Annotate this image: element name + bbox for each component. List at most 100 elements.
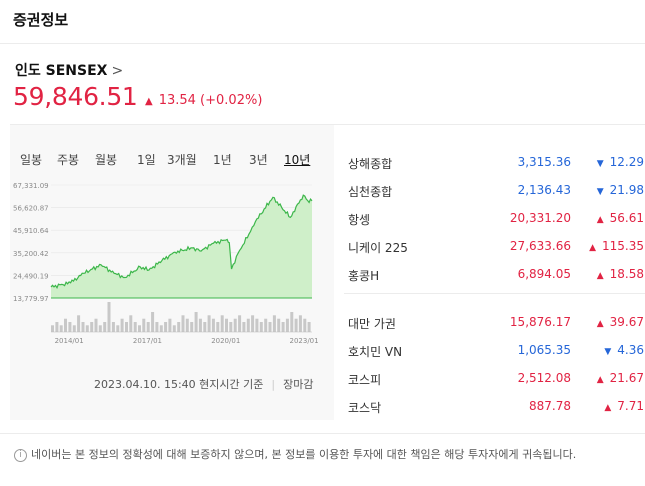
chart-area — [51, 195, 312, 298]
up-arrow-icon: ▲ — [596, 271, 604, 281]
market-name: 코스피 — [348, 373, 382, 387]
y-tick-label: 24,490.19 — [13, 272, 49, 280]
market-change-value: 21.98 — [609, 183, 644, 197]
timestamp-row: 2023.04.10. 15:40 현지시간 기준 | 장마감 — [94, 376, 313, 392]
index-name-link[interactable]: 인도 SENSEX > — [15, 60, 123, 80]
volume-bar — [190, 322, 194, 332]
volume-bar — [172, 325, 176, 332]
separator: | — [271, 378, 276, 391]
tab-10year[interactable]: 10년 — [284, 153, 311, 167]
index-change: ▲ 13.54 (+0.02%) — [145, 93, 262, 108]
volume-bar — [98, 325, 102, 332]
volume-bar — [159, 325, 163, 332]
header: 증권정보 — [0, 0, 645, 44]
volume-bar — [59, 325, 63, 332]
tab-weekly[interactable]: 주봉 — [57, 153, 80, 167]
volume-bar — [185, 318, 189, 332]
volume-bar — [298, 315, 302, 332]
market-change-value: 115.35 — [602, 239, 644, 253]
volume-bar — [294, 318, 298, 332]
volume-bar — [168, 318, 172, 332]
volume-bar — [242, 322, 246, 332]
chevron-right-icon: > — [111, 63, 124, 79]
index-change-value: 13.54 (+0.02%) — [158, 93, 263, 108]
market-change-value: 39.67 — [609, 315, 644, 329]
market-name: 코스닥 — [348, 401, 382, 415]
index-chart: 67,331.09 56,620.87 45,910.64 35,200.42 24,4… — [13, 182, 319, 345]
y-tick-label: 13,779.97 — [13, 295, 49, 303]
market-name: 상해종합 — [348, 157, 393, 171]
disclaimer: i 네이버는 본 정보의 정확성에 대해 보증하지 않으며, 본 정보를 이용한 … — [14, 447, 639, 463]
x-tick-label: 2017/01 — [133, 337, 162, 345]
market-status: 장마감 — [283, 378, 314, 391]
market-change: ▼ 4.36 — [564, 343, 644, 357]
volume-bars — [51, 302, 312, 333]
index-price: 59,846.51 — [13, 82, 138, 111]
volume-bar — [220, 315, 224, 332]
volume-bar — [85, 325, 89, 332]
market-value: 6,894.05 — [517, 267, 571, 281]
volume-bar — [111, 322, 115, 332]
disclaimer-text: 네이버는 본 정보의 정확성에 대해 보증하지 않으며, 본 정보를 이용한 투… — [31, 448, 577, 461]
index-name: 인도 SENSEX — [15, 63, 108, 79]
volume-bar — [120, 318, 124, 332]
volume-bar — [307, 322, 311, 332]
market-change: ▲ 21.67 — [564, 371, 644, 385]
market-name: 심천종합 — [348, 185, 393, 199]
volume-bar — [272, 315, 276, 332]
volume-bar — [155, 322, 159, 332]
tab-monthly[interactable]: 월봉 — [95, 153, 118, 167]
market-value: 887.78 — [529, 399, 571, 413]
page-title: 증권정보 — [13, 11, 69, 29]
tab-daily[interactable]: 일봉 — [20, 153, 43, 167]
volume-bar — [246, 318, 250, 332]
volume-bar — [68, 322, 72, 332]
info-icon: i — [14, 448, 27, 462]
volume-bar — [225, 318, 228, 332]
volume-bar — [177, 322, 181, 332]
down-arrow-icon: ▼ — [596, 159, 604, 169]
market-value: 3,315.36 — [517, 155, 571, 169]
divider — [0, 433, 645, 434]
market-change-value: 21.67 — [609, 371, 644, 385]
volume-bar — [255, 318, 259, 332]
tab-1day[interactable]: 1일 — [137, 153, 156, 167]
volume-bar — [116, 325, 120, 332]
x-tick-label: 2014/01 — [55, 337, 84, 345]
volume-bar — [151, 312, 155, 332]
volume-bar — [211, 318, 215, 332]
market-list-divider — [344, 293, 645, 294]
market-change: ▼ 21.98 — [564, 183, 644, 197]
divider — [10, 124, 645, 125]
volume-bar — [125, 322, 128, 332]
volume-bar — [233, 318, 237, 332]
market-change-value: 7.71 — [617, 399, 644, 413]
up-arrow-icon: ▲ — [604, 403, 612, 413]
y-tick-label: 35,200.42 — [13, 250, 49, 258]
volume-bar — [194, 312, 198, 332]
market-change: ▲ 18.58 — [564, 267, 644, 281]
market-value: 1,065.35 — [517, 343, 571, 357]
market-value: 2,136.43 — [517, 183, 571, 197]
tab-1year[interactable]: 1년 — [213, 153, 232, 167]
volume-bar — [164, 322, 168, 332]
market-name: 홍콩H — [348, 269, 380, 283]
volume-bar — [142, 318, 146, 332]
up-arrow-icon: ▲ — [145, 96, 153, 107]
volume-bar — [77, 315, 81, 332]
volume-bar — [290, 312, 294, 332]
volume-bar — [51, 325, 54, 332]
tab-3year[interactable]: 3년 — [249, 153, 268, 167]
tab-3month[interactable]: 3개월 — [167, 153, 197, 167]
volume-bar — [303, 318, 307, 332]
volume-bar — [198, 318, 202, 332]
market-change: ▲ 39.67 — [564, 315, 644, 329]
volume-bar — [107, 302, 111, 332]
market-change-value: 18.58 — [609, 267, 644, 281]
down-arrow-icon: ▼ — [596, 187, 604, 197]
market-name: 항셍 — [348, 213, 371, 227]
market-change: ▲ 56.61 — [564, 211, 644, 225]
timestamp: 2023.04.10. 15:40 현지시간 기준 — [94, 378, 264, 391]
volume-bar — [259, 322, 263, 332]
y-tick-label: 45,910.64 — [13, 227, 49, 235]
